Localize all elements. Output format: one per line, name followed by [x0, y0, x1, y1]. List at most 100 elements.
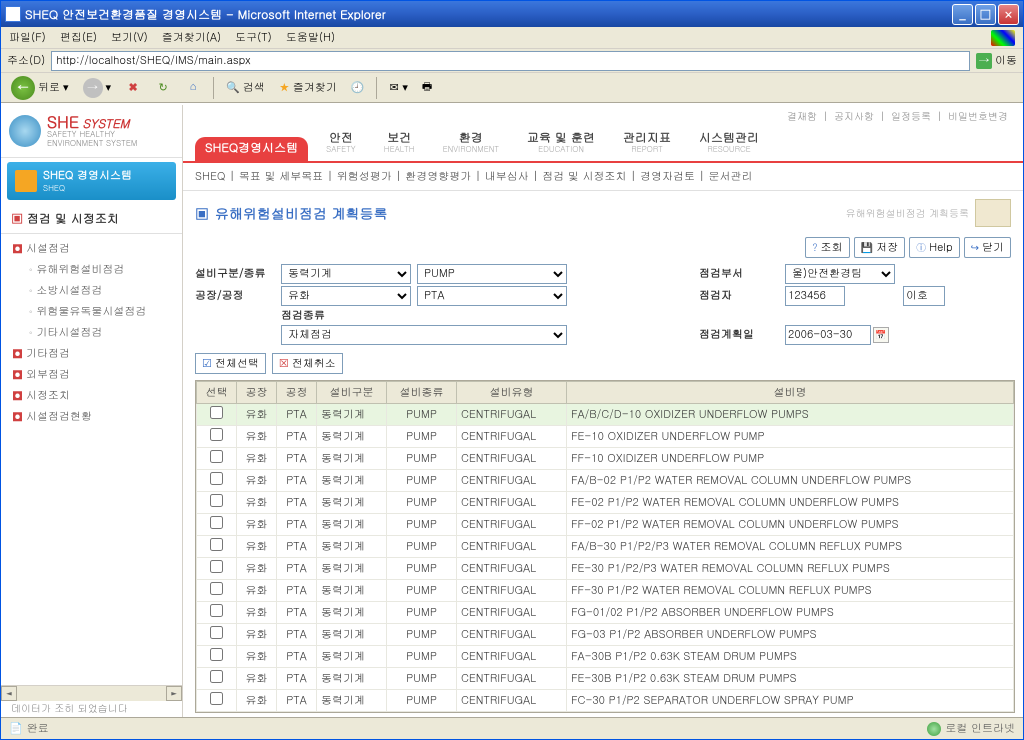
scroll-right-button[interactable]: ►	[166, 686, 182, 701]
table-row[interactable]: 유화PTA동력기계PUMPCENTRIFUGALFC-30 P1/P2 SEPA…	[197, 689, 1014, 711]
sub-nav-item[interactable]: 내부심사	[485, 169, 529, 184]
date-input[interactable]	[785, 325, 871, 345]
row-checkbox[interactable]	[210, 604, 223, 617]
column-header[interactable]: 설비구분	[317, 381, 387, 403]
sidebar-item[interactable]: ◘시정조치	[1, 385, 182, 406]
sub-nav-item[interactable]: 목표 및 세부목표	[239, 169, 323, 184]
row-checkbox[interactable]	[210, 648, 223, 661]
row-checkbox[interactable]	[210, 428, 223, 441]
column-header[interactable]: 공장	[237, 381, 277, 403]
sub-nav-item[interactable]: 위험성평가	[337, 169, 392, 184]
table-row[interactable]: 유화PTA동력기계PUMPCENTRIFUGALFF-02 P1/P2 WATE…	[197, 513, 1014, 535]
table-row[interactable]: 유화PTA동력기계PUMPCENTRIFUGALFA/B-30 P1/P2/P3…	[197, 535, 1014, 557]
table-row[interactable]: 유화PTA동력기계PUMPCENTRIFUGALFE-30 P1/P2/P3 W…	[197, 557, 1014, 579]
table-row[interactable]: 유화PTA동력기계PUMPCENTRIFUGALFA-30B P1/P2 0.6…	[197, 645, 1014, 667]
row-checkbox[interactable]	[210, 692, 223, 705]
sidebar-item[interactable]: ◘외부점검	[1, 364, 182, 385]
column-header[interactable]: 설비명	[567, 381, 1014, 403]
inspector-id-input[interactable]	[785, 286, 845, 306]
go-button[interactable]: → 이동	[976, 53, 1017, 69]
favorites-button[interactable]: ★즐겨찾기	[275, 78, 341, 97]
sidebar-item[interactable]: ◦소방시설점검	[1, 280, 182, 301]
top-nav-item[interactable]: 시스템관리RESOURCE	[689, 127, 769, 161]
maximize-button[interactable]: □	[975, 4, 996, 25]
sidebar-item[interactable]: ◦유해위험설비점검	[1, 259, 182, 280]
refresh-button[interactable]: ↻	[151, 78, 175, 98]
sidebar-item[interactable]: ◘시설점검현황	[1, 406, 182, 427]
row-checkbox[interactable]	[210, 626, 223, 639]
sub-nav-item[interactable]: 점검 및 시정조치	[542, 169, 626, 184]
table-row[interactable]: 유화PTA동력기계PUMPCENTRIFUGALFA/B/C/D-10 OXID…	[197, 403, 1014, 425]
table-row[interactable]: 유화PTA동력기계PUMPCENTRIFUGALFF-30 P1/P2 WATE…	[197, 579, 1014, 601]
calendar-icon[interactable]: 📅	[873, 327, 889, 343]
sub-nav-item[interactable]: 문서관리	[709, 169, 753, 184]
home-button[interactable]: ⌂	[181, 78, 205, 98]
column-header[interactable]: 공정	[277, 381, 317, 403]
row-checkbox[interactable]	[210, 472, 223, 485]
dept-select[interactable]: 울)안전환경팀	[785, 264, 895, 284]
top-nav-item[interactable]: 교육 및 훈련EDUCATION	[517, 127, 605, 161]
row-checkbox[interactable]	[210, 560, 223, 573]
table-row[interactable]: 유화PTA동력기계PUMPCENTRIFUGALFF-10 OXIDIZER U…	[197, 447, 1014, 469]
close-page-button[interactable]: ↪닫기	[964, 237, 1011, 258]
scroll-left-button[interactable]: ◄	[1, 686, 17, 701]
table-row[interactable]: 유화PTA동력기계PUMPCENTRIFUGALFG-03 P1/P2 ABSO…	[197, 623, 1014, 645]
address-input[interactable]	[51, 51, 970, 71]
table-row[interactable]: 유화PTA동력기계PUMPCENTRIFUGALFA-30 P1/P2 WATE…	[197, 711, 1014, 712]
sidebar-item[interactable]: ◘기타점검	[1, 343, 182, 364]
sidebar-item[interactable]: ◦기타시설점검	[1, 322, 182, 343]
process-select[interactable]: PTA	[417, 286, 567, 306]
sub-nav-item[interactable]: 환경영향평가	[405, 169, 471, 184]
row-checkbox[interactable]	[210, 494, 223, 507]
table-row[interactable]: 유화PTA동력기계PUMPCENTRIFUGALFE-02 P1/P2 WATE…	[197, 491, 1014, 513]
select-all-button[interactable]: ☑전체선택	[195, 353, 266, 374]
minimize-button[interactable]: _	[952, 4, 973, 25]
menu-edit[interactable]: 편집(E)	[60, 30, 97, 45]
top-link[interactable]: 일정등록	[891, 109, 931, 123]
sub-nav-item[interactable]: SHEQ	[195, 169, 225, 184]
save-button[interactable]: 💾저장	[854, 237, 905, 258]
top-nav-item[interactable]: 환경ENVIRONMENT	[433, 127, 509, 161]
back-button[interactable]: ← 뒤로 ▾	[7, 74, 73, 102]
top-link[interactable]: 비밀번호변경	[948, 109, 1008, 123]
mail-button[interactable]: ✉ ▾	[385, 78, 411, 97]
column-header[interactable]: 설비종류	[387, 381, 457, 403]
sidebar-item[interactable]: ◘시설점검	[1, 238, 182, 259]
top-nav-item[interactable]: 안전SAFETY	[316, 127, 366, 161]
column-header[interactable]: 설비유형	[457, 381, 567, 403]
menu-favorites[interactable]: 즐겨찾기(A)	[162, 30, 221, 45]
row-checkbox[interactable]	[210, 582, 223, 595]
insp-type-select[interactable]: 자체점검	[281, 325, 567, 345]
top-link[interactable]: 결재함	[787, 109, 817, 123]
row-checkbox[interactable]	[210, 406, 223, 419]
equip-cat-select[interactable]: 동력기계	[281, 264, 411, 284]
stop-button[interactable]: ✖	[121, 78, 145, 98]
forward-button[interactable]: → ▾	[79, 76, 116, 100]
row-checkbox[interactable]	[210, 538, 223, 551]
search-button[interactable]: 🔍검색	[222, 78, 269, 97]
top-nav-item[interactable]: SHEQ경영시스템	[195, 137, 308, 161]
row-checkbox[interactable]	[210, 450, 223, 463]
inspector-name-input[interactable]	[903, 286, 945, 306]
close-button[interactable]: ×	[998, 4, 1019, 25]
plant-select[interactable]: 유화	[281, 286, 411, 306]
top-nav-item[interactable]: 관리지표REPORT	[613, 127, 681, 161]
table-row[interactable]: 유화PTA동력기계PUMPCENTRIFUGALFE-30B P1/P2 0.6…	[197, 667, 1014, 689]
history-button[interactable]: 🕘	[347, 78, 369, 97]
query-button[interactable]: ?조회	[805, 237, 849, 258]
deselect-all-button[interactable]: ☒전체취소	[272, 353, 343, 374]
top-link[interactable]: 공지사항	[834, 109, 874, 123]
sub-nav-item[interactable]: 경영자검토	[640, 169, 695, 184]
menu-help[interactable]: 도움말(H)	[286, 30, 335, 45]
print-button[interactable]: 🖶	[418, 76, 436, 99]
sidebar-item[interactable]: ◦위험물유독물시설점검	[1, 301, 182, 322]
equip-kind-select[interactable]: PUMP	[417, 264, 567, 284]
table-row[interactable]: 유화PTA동력기계PUMPCENTRIFUGALFA/B-02 P1/P2 WA…	[197, 469, 1014, 491]
column-header[interactable]: 선택	[197, 381, 237, 403]
table-row[interactable]: 유화PTA동력기계PUMPCENTRIFUGALFG-01/02 P1/P2 A…	[197, 601, 1014, 623]
top-nav-item[interactable]: 보건HEALTH	[374, 127, 425, 161]
menu-tools[interactable]: 도구(T)	[235, 30, 272, 45]
menu-view[interactable]: 보기(V)	[111, 30, 148, 45]
help-button[interactable]: ⓘHelp	[909, 237, 959, 258]
table-row[interactable]: 유화PTA동력기계PUMPCENTRIFUGALFE-10 OXIDIZER U…	[197, 425, 1014, 447]
